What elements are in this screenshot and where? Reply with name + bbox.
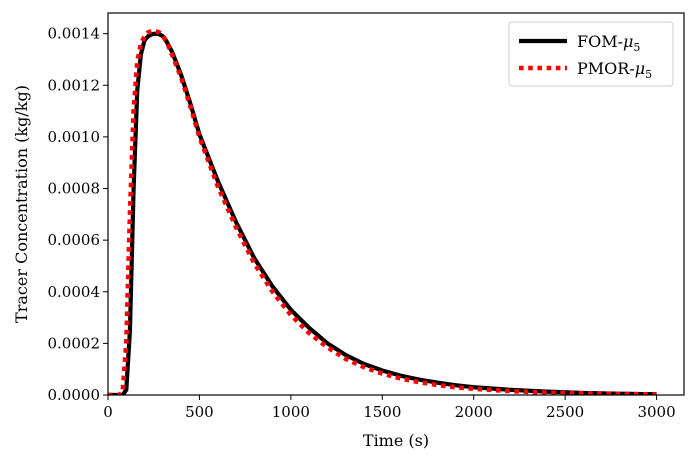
y-tick-label: 0.0008 bbox=[48, 180, 101, 198]
y-tick-label: 0.0004 bbox=[48, 283, 101, 301]
series-line-1 bbox=[108, 31, 657, 395]
y-tick-label: 0.0010 bbox=[48, 128, 101, 146]
y-tick-label: 0.0012 bbox=[48, 76, 101, 94]
legend: FOM-μ5 PMOR-μ5 bbox=[508, 21, 674, 87]
y-tick-label: 0.0002 bbox=[48, 334, 101, 352]
x-tick-label: 2500 bbox=[546, 403, 584, 421]
legend-label-1: FOM-μ5 bbox=[577, 32, 640, 54]
y-tick-label: 0.0000 bbox=[48, 386, 101, 404]
y-tick-label: 0.0006 bbox=[48, 231, 101, 249]
x-axis-label: Time (s) bbox=[363, 431, 429, 450]
x-tick-label: 3000 bbox=[637, 403, 675, 421]
x-tick-label: 2000 bbox=[455, 403, 493, 421]
plot-frame bbox=[107, 12, 685, 396]
series-line-2 bbox=[108, 28, 657, 395]
y-tick-label: 0.0014 bbox=[48, 25, 101, 43]
plot-area bbox=[108, 28, 657, 395]
y-axis: 0.0000 0.0002 0.0004 0.0006 0.0008 0.0010 0.00… bbox=[48, 25, 108, 404]
x-tick-label: 500 bbox=[185, 403, 214, 421]
x-tick-label: 1500 bbox=[363, 403, 401, 421]
y-axis-label: Tracer Concentration (kg/kg) bbox=[12, 85, 31, 323]
x-axis: 0 500 1000 1500 2000 2500 3000 bbox=[103, 395, 676, 421]
legend-label-2: PMOR-μ5 bbox=[577, 59, 652, 81]
x-tick-label: 0 bbox=[103, 403, 113, 421]
x-tick-label: 1000 bbox=[272, 403, 310, 421]
